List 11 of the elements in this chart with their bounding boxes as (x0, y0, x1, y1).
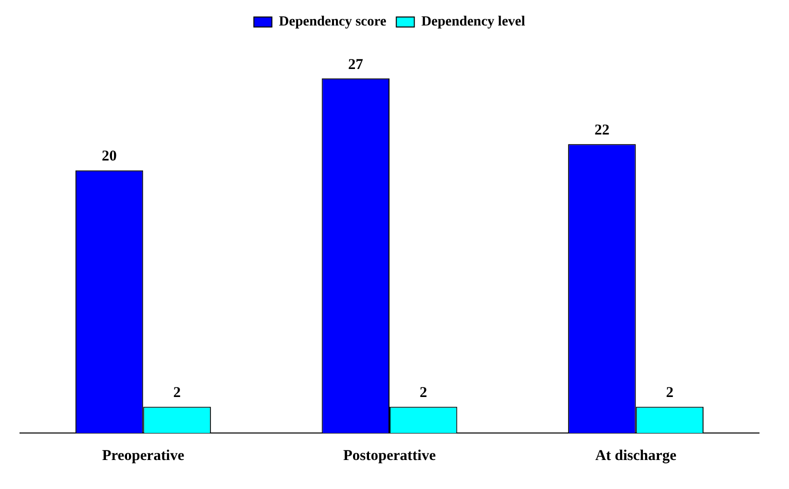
x-tick-label: At discharge (595, 448, 677, 464)
data-label: 2 (173, 385, 181, 402)
legend-label: Dependency score (278, 14, 386, 30)
data-label: 22 (594, 122, 610, 138)
data-label: 2 (420, 385, 428, 402)
data-label: 27 (348, 56, 364, 73)
x-tick-label: Preoperative (102, 448, 185, 464)
x-tick-label: Postoperattive (343, 448, 436, 464)
data-label: 20 (102, 148, 117, 165)
data-label: 2 (666, 385, 674, 402)
legend-label: Dependency level (421, 14, 526, 30)
